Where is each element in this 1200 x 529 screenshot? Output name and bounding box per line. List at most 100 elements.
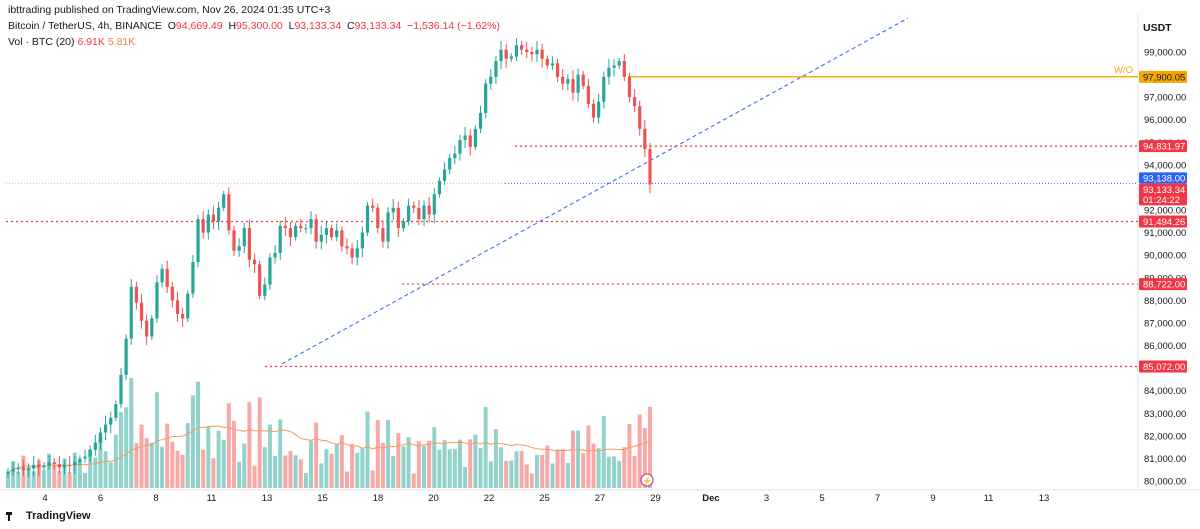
x-tick-label: 13 xyxy=(262,493,273,504)
candle-body xyxy=(16,467,20,470)
y-tick-label: 84,000.00 xyxy=(1144,386,1186,397)
x-tick-label: 20 xyxy=(428,493,439,504)
ohlc-legend: Bitcoin / TetherUS, 4h, BINANCE O94,669.… xyxy=(8,20,500,32)
volume-bar xyxy=(165,423,170,488)
level-price-label: 97,900.05 xyxy=(1143,72,1185,83)
volume-bar xyxy=(406,437,411,488)
x-tick-label: 4 xyxy=(42,493,47,504)
volume-bar xyxy=(319,463,324,488)
trendline[interactable] xyxy=(281,17,909,365)
candle-body xyxy=(222,194,226,208)
candle-body xyxy=(129,286,133,339)
candle-body xyxy=(396,207,400,229)
volume-bar xyxy=(642,428,647,488)
candle-body xyxy=(520,45,524,50)
candle-body xyxy=(602,76,606,102)
candle-body xyxy=(191,261,195,294)
candle-body xyxy=(211,214,216,222)
volume-bar xyxy=(252,465,257,488)
candle-body xyxy=(294,225,298,238)
candle-body xyxy=(365,205,370,233)
candle-body xyxy=(504,49,508,59)
volume-bar xyxy=(550,463,555,488)
volume-bar xyxy=(118,411,123,488)
volume-bar xyxy=(504,460,509,488)
candle-body xyxy=(561,76,565,84)
volume-bar xyxy=(432,427,437,488)
candle-body xyxy=(576,74,580,93)
lightning-icon-glyph: ⚡ xyxy=(642,476,652,486)
volume-bar xyxy=(488,461,493,488)
volume-bar xyxy=(242,443,247,488)
candle-body xyxy=(376,207,380,229)
volume-bar xyxy=(41,470,46,488)
candle-body xyxy=(175,300,180,314)
volume-value: 6.91K xyxy=(77,36,105,48)
candle-body xyxy=(42,465,46,468)
volume-bar xyxy=(180,454,185,488)
candle-body xyxy=(555,63,560,77)
volume-bar xyxy=(499,447,504,488)
y-tick-label: 80,000.00 xyxy=(1144,477,1186,488)
candle-body xyxy=(463,135,467,141)
y-tick-label: 81,000.00 xyxy=(1144,454,1186,465)
candle-body xyxy=(566,79,570,84)
candle-body xyxy=(21,467,26,471)
level-price-tag xyxy=(1139,70,1187,83)
candle-body xyxy=(103,424,108,433)
candle-body xyxy=(155,282,159,319)
volume-bar xyxy=(622,447,627,488)
volume-bar xyxy=(267,424,272,488)
volume-bar xyxy=(570,430,575,488)
volume-bar xyxy=(144,438,149,488)
candle-body xyxy=(468,135,472,147)
symbol-label[interactable]: Bitcoin / TetherUS, 4h, BINANCE xyxy=(8,20,162,32)
y-tick-label: 82,000.00 xyxy=(1144,431,1186,442)
volume-bar xyxy=(226,403,231,488)
candle-body xyxy=(247,228,251,260)
currency-label[interactable]: USDT xyxy=(1143,22,1172,34)
volume-bar xyxy=(493,429,498,488)
lightning-icon[interactable] xyxy=(640,473,654,487)
candle-body xyxy=(340,230,344,247)
candle-body xyxy=(489,76,493,84)
candle-body xyxy=(134,286,138,303)
volume-bar xyxy=(375,420,380,488)
candle-body xyxy=(242,228,246,247)
tradingview-logo[interactable]: TradingView xyxy=(6,510,91,522)
candle-body xyxy=(648,149,652,185)
candle-body xyxy=(581,74,585,86)
volume-bar xyxy=(396,433,401,488)
volume-bar xyxy=(514,451,519,488)
volume-bar xyxy=(206,426,211,488)
candle-body xyxy=(314,219,318,242)
candle-body xyxy=(186,293,190,319)
candle-body xyxy=(201,219,205,233)
volume-bar xyxy=(612,456,617,488)
candle-body xyxy=(627,76,632,98)
candle-body xyxy=(324,228,329,235)
candle-body xyxy=(407,205,411,222)
volume-bar xyxy=(576,430,581,488)
candle-body xyxy=(68,464,72,466)
volume-bar xyxy=(350,443,355,488)
candle-body xyxy=(371,205,375,208)
candle-body xyxy=(6,471,10,475)
candle-body xyxy=(391,207,395,213)
volume-bar xyxy=(175,450,180,488)
volume-bar xyxy=(314,422,319,488)
x-tick-label: 11 xyxy=(207,493,217,504)
candle-body xyxy=(268,257,272,285)
level-price-label: 85,072.00 xyxy=(1143,362,1185,373)
volume-bar xyxy=(355,452,360,488)
candle-body xyxy=(150,318,154,337)
candle-body xyxy=(88,449,92,457)
volume-bar xyxy=(540,454,545,488)
volume-bar xyxy=(288,450,293,488)
candle-body xyxy=(329,228,334,238)
volume-bar xyxy=(201,449,206,488)
candle-body xyxy=(643,128,647,150)
volume-label[interactable]: Vol · BTC (20) xyxy=(8,36,75,48)
x-tick-label: 5 xyxy=(819,493,824,504)
